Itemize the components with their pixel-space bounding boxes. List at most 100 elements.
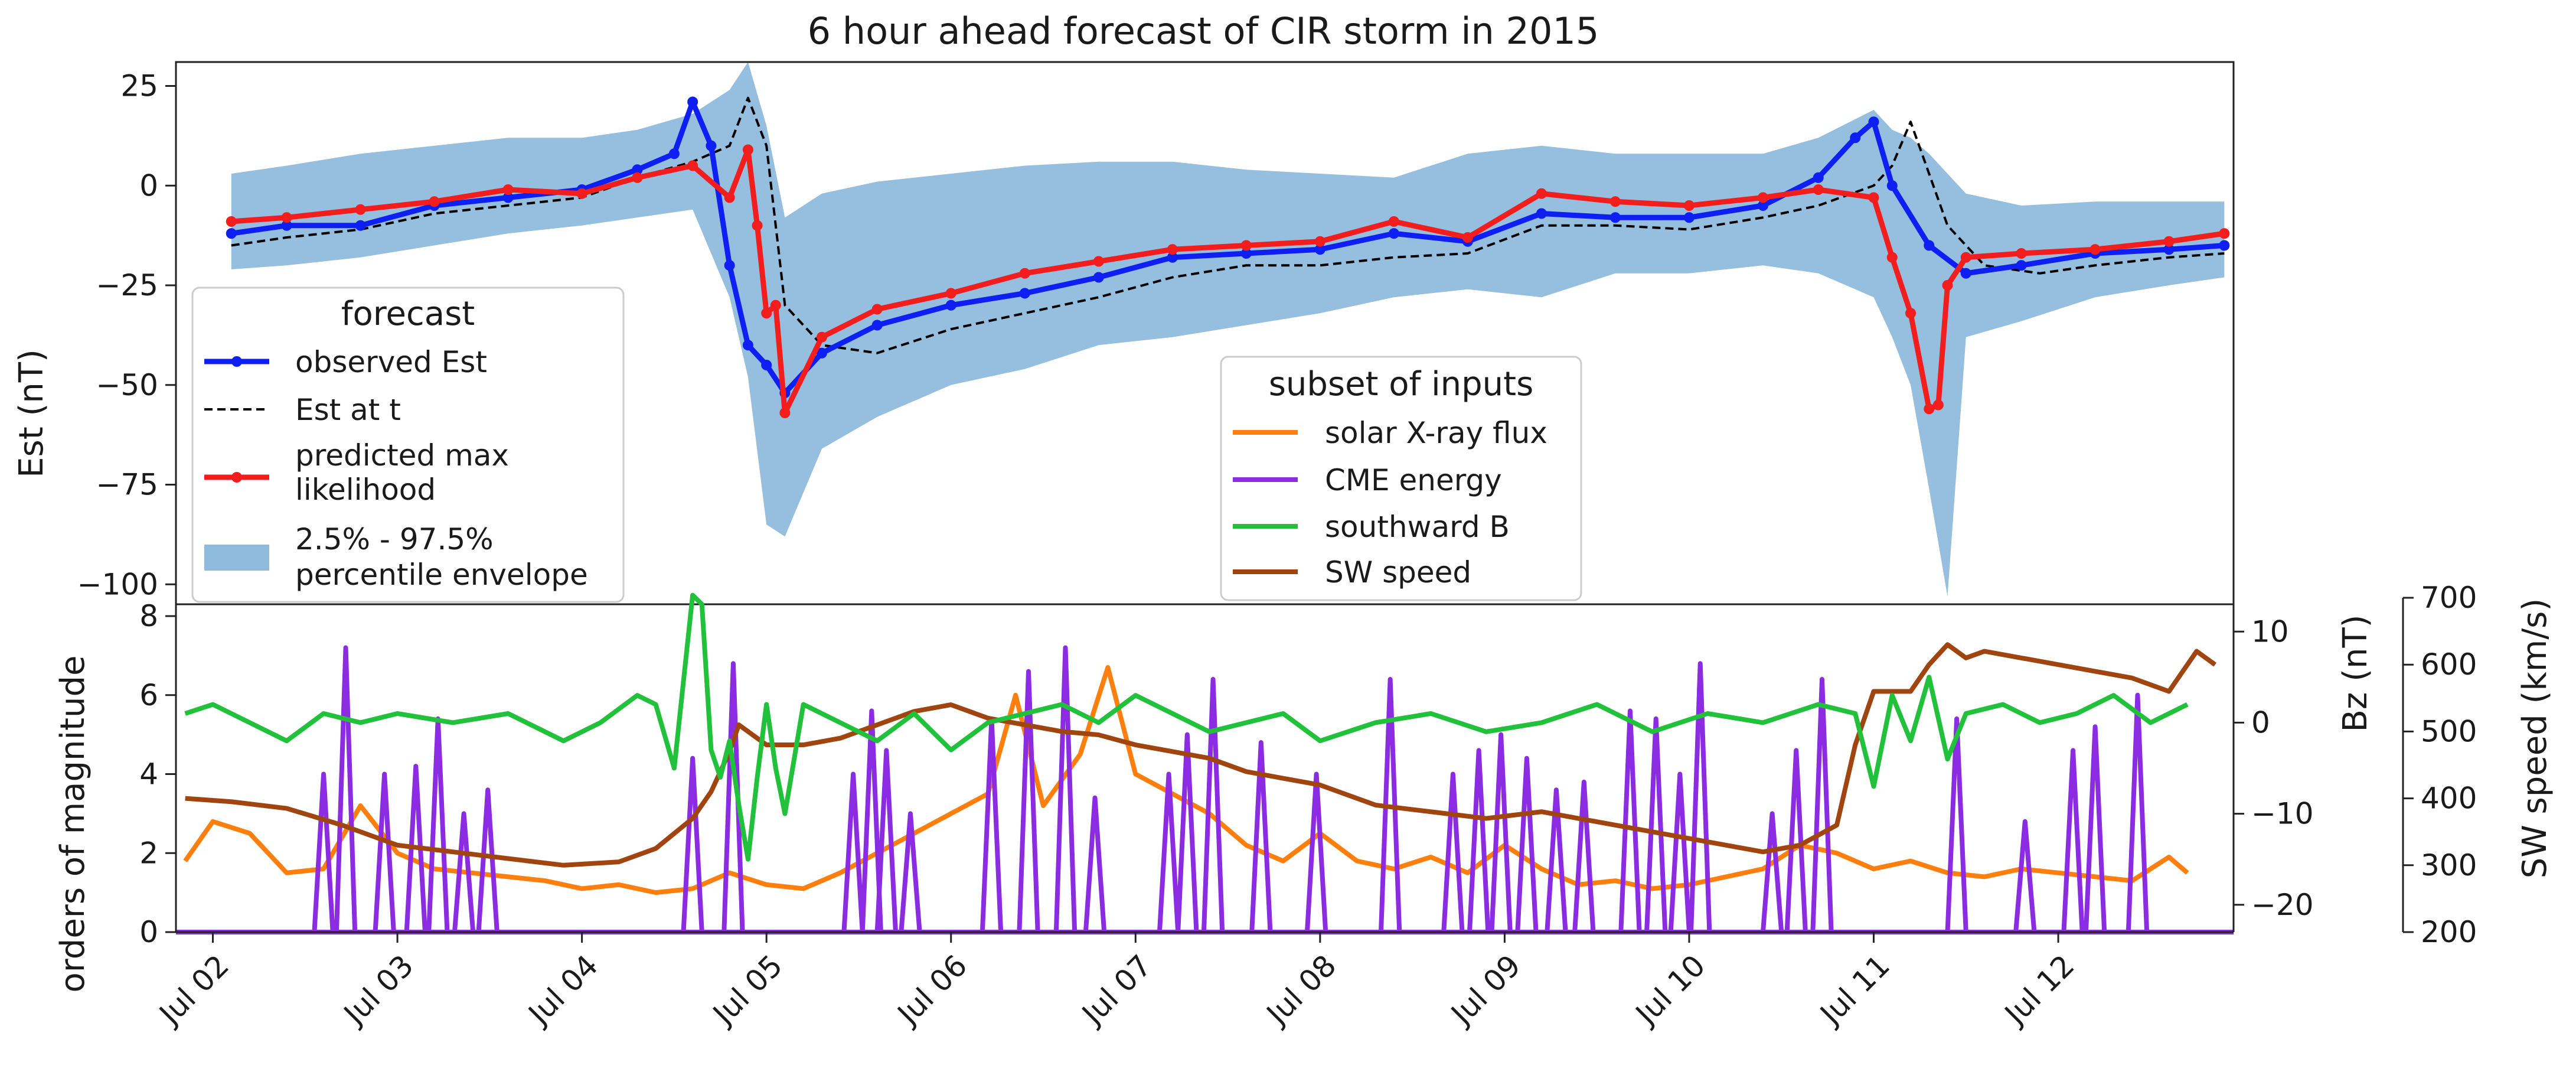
bz-tick-label: 0 [2251, 705, 2270, 740]
forecast-y-tick-label: −25 [96, 268, 158, 302]
predicted-max-likelihood-point [1924, 403, 1935, 415]
legend-entry-envelope: 2.5% - 97.5% percentile envelope [204, 522, 588, 592]
inputs-y-tick-label: 6 [139, 678, 158, 712]
predicted-max-likelihood-point [1757, 192, 1768, 203]
inputs-y-axis-label: orders of magnitude [54, 656, 92, 993]
chart-title: 6 hour ahead forecast of CIR storm in 20… [808, 9, 1599, 53]
predicted-max-likelihood-point [1932, 399, 1944, 411]
bz-axis-label: Bz (nT) [2336, 614, 2375, 732]
sw-tick-label: 200 [2421, 915, 2477, 949]
observed-est-point [1868, 116, 1879, 128]
observed-est-point [1388, 228, 1399, 239]
legend-swatch-envelope [204, 545, 269, 571]
predicted-max-likelihood-point [1093, 256, 1104, 267]
observed-est-point [1757, 200, 1768, 211]
observed-est-point [2163, 244, 2175, 255]
predicted-max-likelihood-point [1462, 232, 1473, 243]
southward-b-line [184, 592, 2189, 862]
predicted-max-likelihood-point [1314, 236, 1325, 247]
predicted-max-likelihood-point [502, 184, 514, 195]
legend-label-observed-est: observed Est [295, 345, 487, 379]
legend-entry-xray: solar X-ray flux [1233, 416, 1547, 450]
sw-tick-label: 300 [2421, 848, 2477, 882]
bz-axis-ticks: 10 0 −10 −20 [2234, 614, 2314, 922]
predicted-max-likelihood-point [632, 172, 643, 183]
bz-tick-label: −10 [2251, 797, 2314, 831]
legend-entry-southward-b: southward B [1233, 510, 1510, 544]
legend-marker-observed-est [231, 356, 242, 367]
predicted-max-likelihood-point [724, 192, 735, 203]
legend-label-predicted: predicted max likelihood [295, 438, 509, 507]
predicted-max-likelihood-point [1886, 252, 1898, 263]
observed-est-line [231, 99, 2225, 396]
observed-est-point [1093, 272, 1104, 283]
predicted-max-likelihood-point [1609, 196, 1621, 207]
predicted-max-likelihood-point [355, 204, 366, 215]
forecast-y-tick-label: −50 [96, 368, 158, 402]
forecast-panel: 25 0 −25 −50 −75 −100 Est (nT) [12, 61, 2235, 605]
forecast-legend-box [191, 286, 625, 603]
forecast-y-tick-label: 0 [139, 168, 158, 203]
forecast-y-tick-label: −100 [77, 567, 158, 601]
predicted-max-likelihood-point [945, 288, 956, 299]
legend-entry-predicted: predicted max likelihood [204, 438, 509, 507]
predicted-max-likelihood-point [752, 220, 763, 231]
legend-label-sw-speed: SW speed [1325, 555, 1471, 590]
sw-speed-line [185, 642, 2217, 868]
forecast-plot-frame [175, 61, 2235, 605]
observed-est-point [1240, 248, 1252, 259]
predicted-max-likelihood-point [871, 304, 883, 315]
observed-est-point [706, 140, 717, 151]
predicted-max-likelihood-point [1388, 216, 1399, 227]
observed-est-point [1167, 252, 1178, 263]
observed-est-point [1850, 132, 1861, 144]
predicted-max-likelihood-point [1536, 188, 1547, 199]
observed-est-point [281, 220, 292, 231]
predicted-max-likelihood-point [2089, 244, 2101, 255]
observed-est-point [724, 260, 735, 271]
legend-entry-sw-speed: SW speed [1233, 555, 1471, 590]
observed-est-point [668, 148, 680, 159]
inputs-y-tick-label: 8 [139, 599, 158, 633]
legend-entry-est-at-t: Est at t [204, 393, 401, 427]
predicted-max-likelihood-point [687, 160, 698, 171]
predicted-max-likelihood-point [1683, 200, 1695, 211]
predicted-max-likelihood-point [779, 408, 791, 418]
legend-entry-observed-est: observed Est [204, 345, 487, 379]
legend-label-est-at-t: Est at t [295, 393, 401, 427]
observed-est-point [1314, 244, 1325, 255]
forecast-y-ticks: 25 0 −25 −50 −75 −100 [77, 69, 176, 601]
predicted-max-likelihood-point [1167, 244, 1178, 255]
forecast-legend-title: forecast [341, 295, 475, 333]
predicted-max-likelihood-point [770, 299, 781, 311]
predicted-max-likelihood-point [1868, 192, 1879, 203]
forecast-legend: forecast observed Est Est at t predicted… [191, 286, 625, 603]
predicted-max-likelihood-point [2219, 228, 2230, 239]
inputs-legend-box [1220, 356, 1582, 601]
predicted-max-likelihood-point [1942, 280, 1953, 291]
sw-tick-label: 600 [2421, 647, 2477, 682]
forecast-y-tick-label: −75 [96, 468, 158, 502]
inputs-y-tick-label: 2 [139, 836, 158, 870]
legend-entry-cme: CME energy [1233, 463, 1502, 497]
inputs-y-ticks: 0 2 4 6 8 [139, 599, 176, 949]
observed-est-point [355, 220, 366, 231]
observed-est-point [2219, 240, 2230, 251]
predicted-max-likelihood-point [1813, 184, 1824, 195]
observed-est-point [687, 96, 698, 108]
observed-est-point [742, 340, 753, 351]
legend-label-xray: solar X-ray flux [1325, 416, 1547, 450]
observed-est-point [2016, 260, 2027, 271]
inputs-y-tick-label: 0 [139, 915, 158, 949]
predicted-max-likelihood-point [742, 144, 753, 155]
inputs-legend-title: subset of inputs [1269, 365, 1534, 403]
legend-label-cme: CME energy [1325, 463, 1502, 497]
bz-tick-label: −20 [2251, 888, 2314, 922]
observed-est-point [632, 164, 643, 175]
sw-tick-label: 400 [2421, 781, 2477, 816]
sw-tick-label: 700 [2421, 581, 2477, 615]
observed-est-point [1609, 212, 1621, 223]
forecast-y-tick-label: 25 [120, 69, 158, 103]
observed-est-point [226, 228, 237, 239]
